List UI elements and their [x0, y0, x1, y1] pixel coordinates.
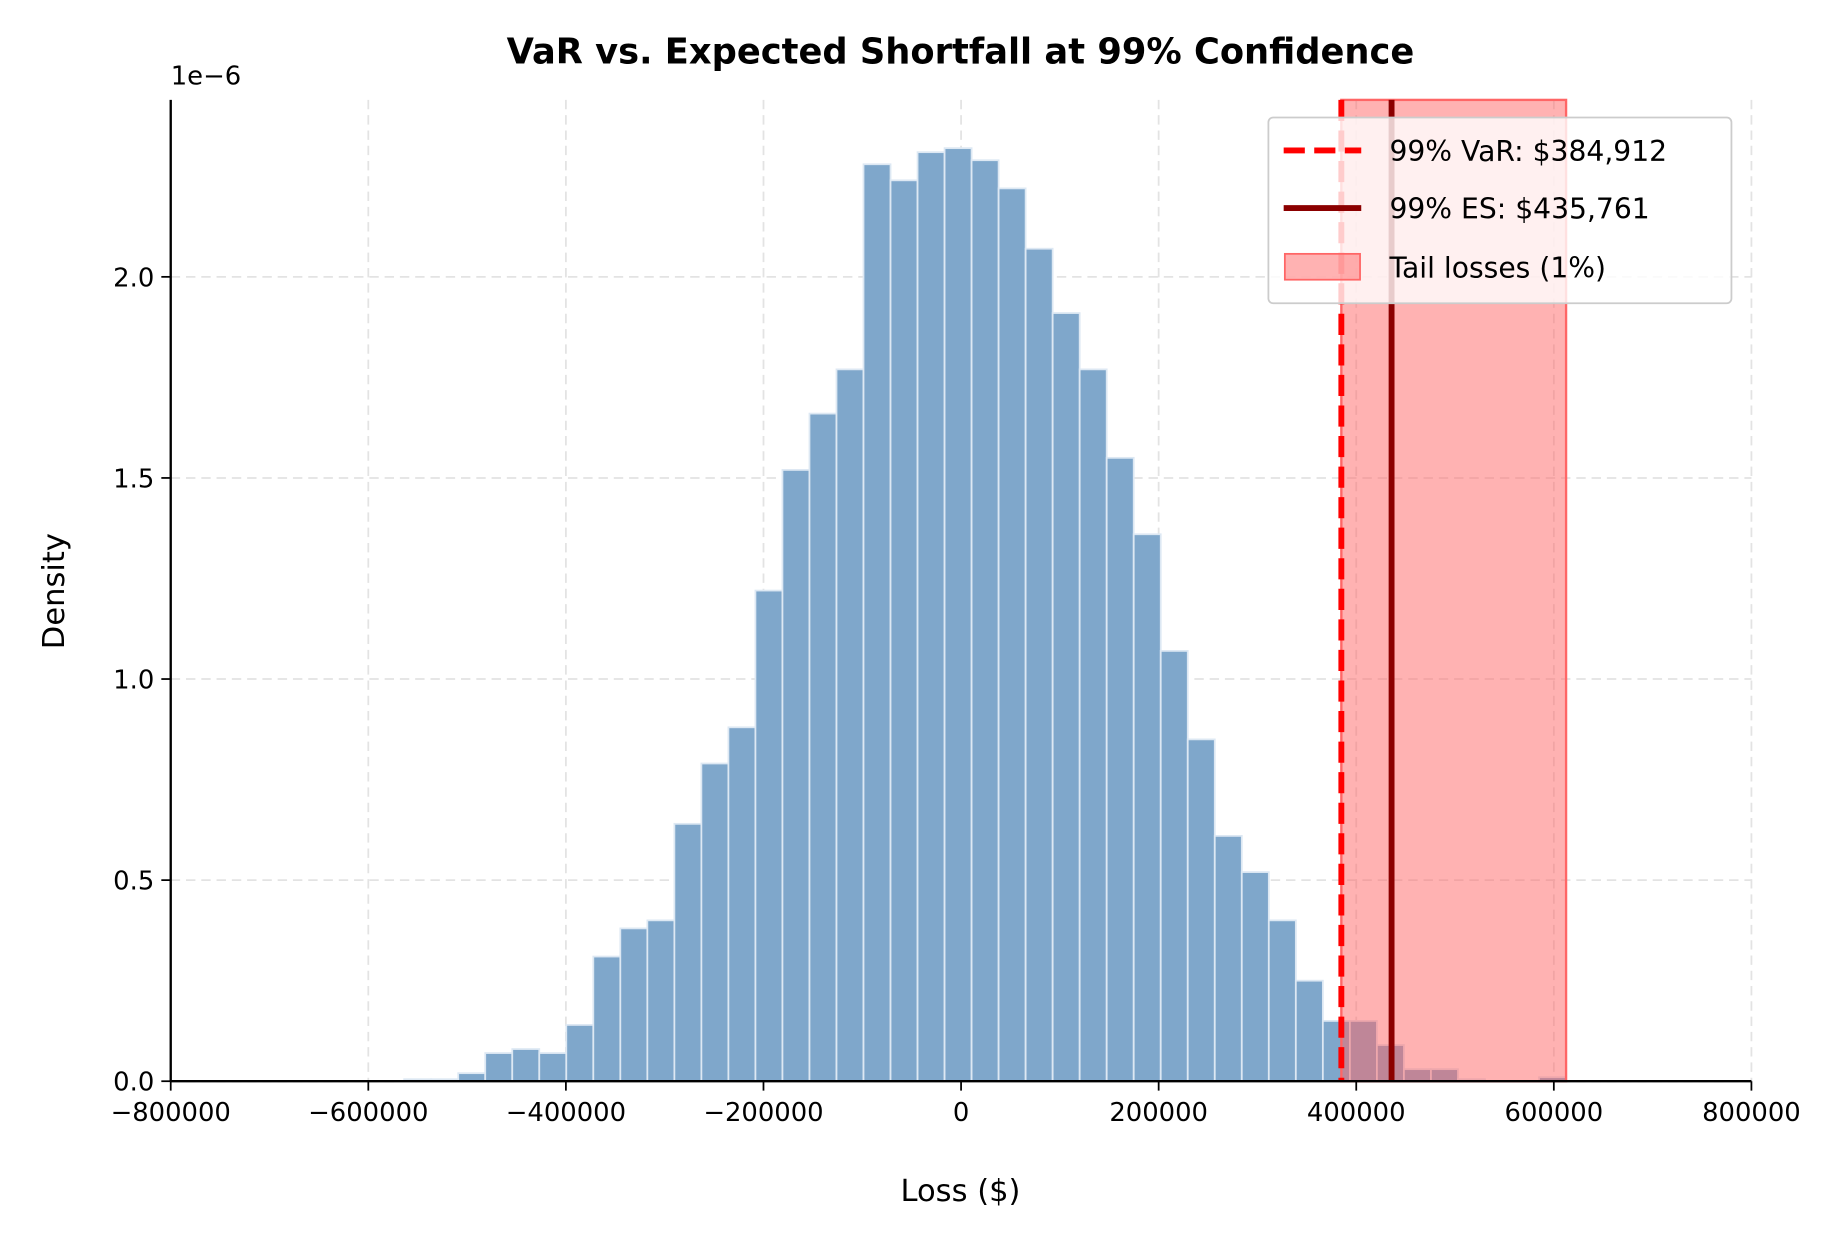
- histogram-bar: [727, 726, 757, 1083]
- histogram-bar: [538, 1052, 568, 1083]
- histogram-bar: [565, 1024, 595, 1083]
- x-tick-label: 0: [953, 1098, 969, 1128]
- histogram-bar: [673, 822, 703, 1083]
- histogram-bar: [997, 187, 1027, 1083]
- histogram-bars: [403, 147, 1567, 1083]
- histogram-bar: [781, 469, 811, 1083]
- histogram-bar: [1267, 919, 1297, 1083]
- y-tick-label: 1.5: [113, 464, 154, 494]
- legend-es-label: 99% ES: $435,761: [1389, 193, 1649, 226]
- x-tick-label: 400000: [1307, 1098, 1406, 1128]
- y-tick-label: 0.5: [113, 867, 154, 897]
- histogram-bar: [1186, 738, 1216, 1083]
- histogram-bar: [592, 955, 622, 1083]
- y-tick-label: 0.0: [113, 1068, 154, 1098]
- axes: −800000 −600000 −400000 −200000 0 200000 40000…: [111, 99, 1801, 1128]
- histogram-bar: [457, 1072, 487, 1083]
- histogram-bar: [619, 927, 649, 1083]
- histogram-bar: [1240, 871, 1270, 1083]
- x-tick-label: −200000: [703, 1098, 823, 1128]
- histogram-bar: [754, 589, 784, 1083]
- histogram-bar: [1213, 835, 1243, 1083]
- x-tick-label: −400000: [506, 1098, 626, 1128]
- histogram-bar: [808, 412, 838, 1083]
- histogram-bar: [889, 179, 919, 1083]
- histogram-bar: [484, 1052, 514, 1083]
- y-tick-label: 1.0: [113, 665, 154, 695]
- legend-var-label: 99% VaR: $384,912: [1389, 135, 1667, 168]
- x-tick-label: 600000: [1505, 1098, 1604, 1128]
- histogram-bar: [1159, 650, 1189, 1083]
- x-tick-label: −800000: [111, 1098, 231, 1128]
- histogram-bar: [1132, 533, 1162, 1083]
- histogram-bar: [1078, 368, 1108, 1083]
- histogram-bar: [700, 762, 730, 1083]
- histogram-bar: [1051, 312, 1081, 1083]
- x-tick-label: −600000: [308, 1098, 428, 1128]
- legend-tail-label: Tail losses (1%): [1388, 251, 1606, 284]
- histogram-bar: [835, 368, 865, 1083]
- histogram-bar: [646, 919, 676, 1083]
- histogram-bar: [1105, 456, 1135, 1083]
- x-tick-label: 800000: [1702, 1098, 1801, 1128]
- y-tick-label: 2.0: [113, 263, 154, 293]
- histogram-bar: [943, 147, 973, 1083]
- y-axis-label: Density: [37, 533, 72, 649]
- x-axis-label: Loss ($): [900, 1174, 1020, 1209]
- x-tick-label: 200000: [1109, 1098, 1208, 1128]
- chart-title: VaR vs. Expected Shortfall at 99% Confid…: [507, 31, 1415, 72]
- legend: 99% VaR: $384,912 99% ES: $435,761 Tail …: [1267, 116, 1733, 305]
- histogram-bar: [970, 159, 1000, 1083]
- histogram-bar: [916, 151, 946, 1083]
- histogram-bar: [511, 1048, 541, 1083]
- legend-box: [1267, 116, 1733, 305]
- histogram-bar: [1294, 979, 1324, 1083]
- legend-tail-swatch: [1283, 252, 1361, 281]
- histogram-bar: [1024, 247, 1054, 1083]
- y-offset-label: 1e−6: [171, 62, 241, 92]
- histogram-bar: [862, 163, 892, 1083]
